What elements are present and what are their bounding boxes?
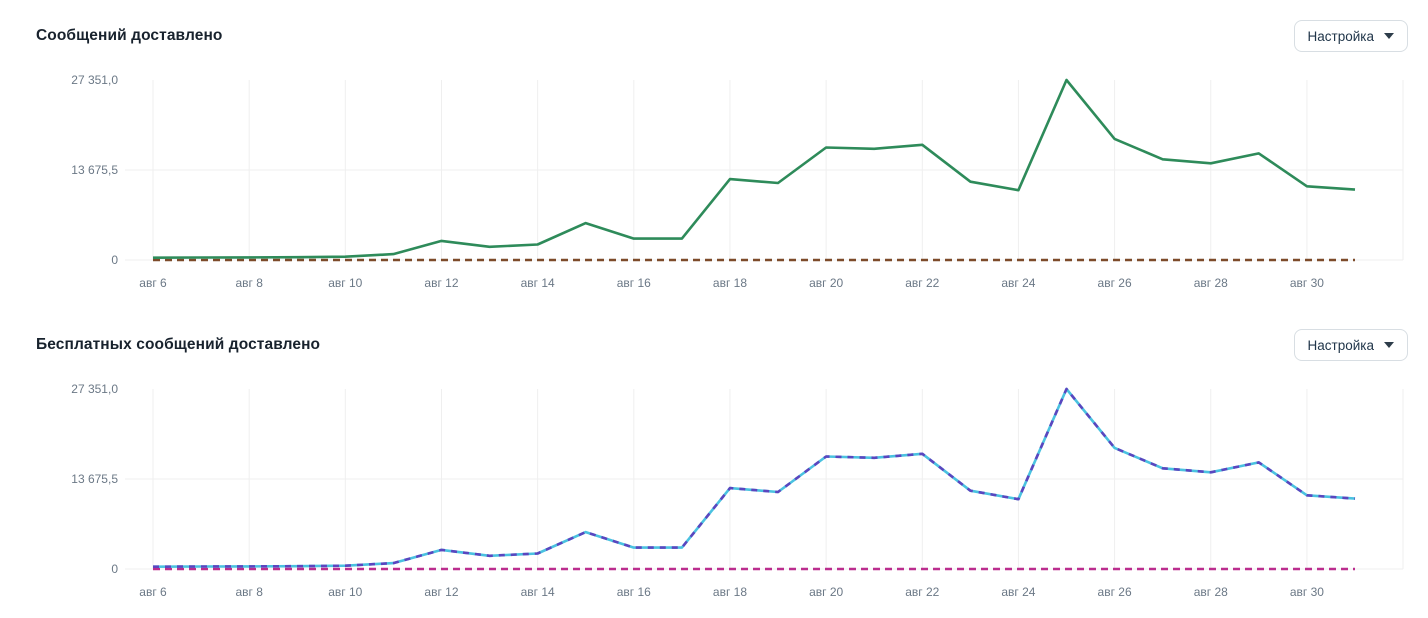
y-axis-label: 0 bbox=[111, 253, 118, 267]
x-axis-label: авг 8 bbox=[235, 276, 263, 290]
x-axis-label: авг 20 bbox=[809, 276, 843, 290]
x-axis-label: авг 28 bbox=[1194, 585, 1228, 599]
line-chart-free-messages-delivered: 27 351,0 13 675,5 0 авг 6 авг 8 авг 10 авг 12 а… bbox=[71, 382, 1404, 599]
x-axis-label: авг 10 bbox=[328, 276, 362, 290]
x-axis-label: авг 6 bbox=[139, 585, 167, 599]
series-line-free-messages-delivered-overlay bbox=[152, 387, 1356, 568]
y-axis-label: 13 675,5 bbox=[71, 472, 118, 486]
x-axis-label: авг 22 bbox=[905, 276, 939, 290]
x-axis-label: авг 12 bbox=[424, 585, 458, 599]
y-axis-label: 27 351,0 bbox=[71, 73, 118, 87]
chart-header: Сообщений доставлено Настройка bbox=[0, 18, 1428, 54]
chart-header: Бесплатных сообщений доставлено Настройк… bbox=[0, 327, 1428, 363]
x-axis-label: авг 18 bbox=[713, 276, 747, 290]
x-axis-label: авг 14 bbox=[521, 585, 555, 599]
x-axis-label: авг 6 bbox=[139, 276, 167, 290]
chart-section-messages-delivered: Сообщений доставлено Настройка 27 351,0 1… bbox=[0, 0, 1428, 300]
y-axis-label: 0 bbox=[111, 562, 118, 576]
x-axis-label: авг 8 bbox=[235, 585, 263, 599]
settings-button-label: Настройка bbox=[1307, 337, 1374, 353]
chart-section-free-messages-delivered: Бесплатных сообщений доставлено Настройк… bbox=[0, 327, 1428, 609]
x-axis-label: авг 22 bbox=[905, 585, 939, 599]
chevron-down-icon bbox=[1384, 33, 1394, 39]
x-axis-label: авг 24 bbox=[1001, 276, 1035, 290]
y-axis-label: 27 351,0 bbox=[71, 382, 118, 396]
x-axis-label: авг 14 bbox=[521, 276, 555, 290]
chart-title-messages-delivered: Сообщений доставлено bbox=[36, 27, 223, 44]
settings-dropdown-button[interactable]: Настройка bbox=[1293, 329, 1408, 361]
chevron-down-icon bbox=[1384, 342, 1394, 348]
x-axis-label: авг 10 bbox=[328, 585, 362, 599]
line-chart-messages-delivered: 27 351,0 13 675,5 0 авг 6 авг 8 авг 10 авг 12 а… bbox=[71, 73, 1404, 290]
settings-dropdown-button[interactable]: Настройка bbox=[1293, 20, 1408, 52]
x-axis-label: авг 30 bbox=[1290, 276, 1324, 290]
x-axis-label: авг 26 bbox=[1098, 585, 1132, 599]
x-axis-label: авг 18 bbox=[713, 585, 747, 599]
x-axis-label: авг 26 bbox=[1098, 276, 1132, 290]
x-axis-label: авг 28 bbox=[1194, 276, 1228, 290]
x-axis-label: авг 20 bbox=[809, 585, 843, 599]
x-axis-label: авг 16 bbox=[617, 276, 651, 290]
x-axis-label: авг 12 bbox=[424, 276, 458, 290]
series-line-free-messages-delivered-base bbox=[152, 387, 1356, 568]
y-axis-label: 13 675,5 bbox=[71, 163, 118, 177]
chart-title-free-messages-delivered: Бесплатных сообщений доставлено bbox=[36, 336, 321, 353]
x-axis-label: авг 30 bbox=[1290, 585, 1324, 599]
settings-button-label: Настройка bbox=[1307, 28, 1374, 44]
x-axis-label: авг 16 bbox=[617, 585, 651, 599]
series-line-messages-delivered bbox=[152, 78, 1356, 259]
x-axis-label: авг 24 bbox=[1001, 585, 1035, 599]
